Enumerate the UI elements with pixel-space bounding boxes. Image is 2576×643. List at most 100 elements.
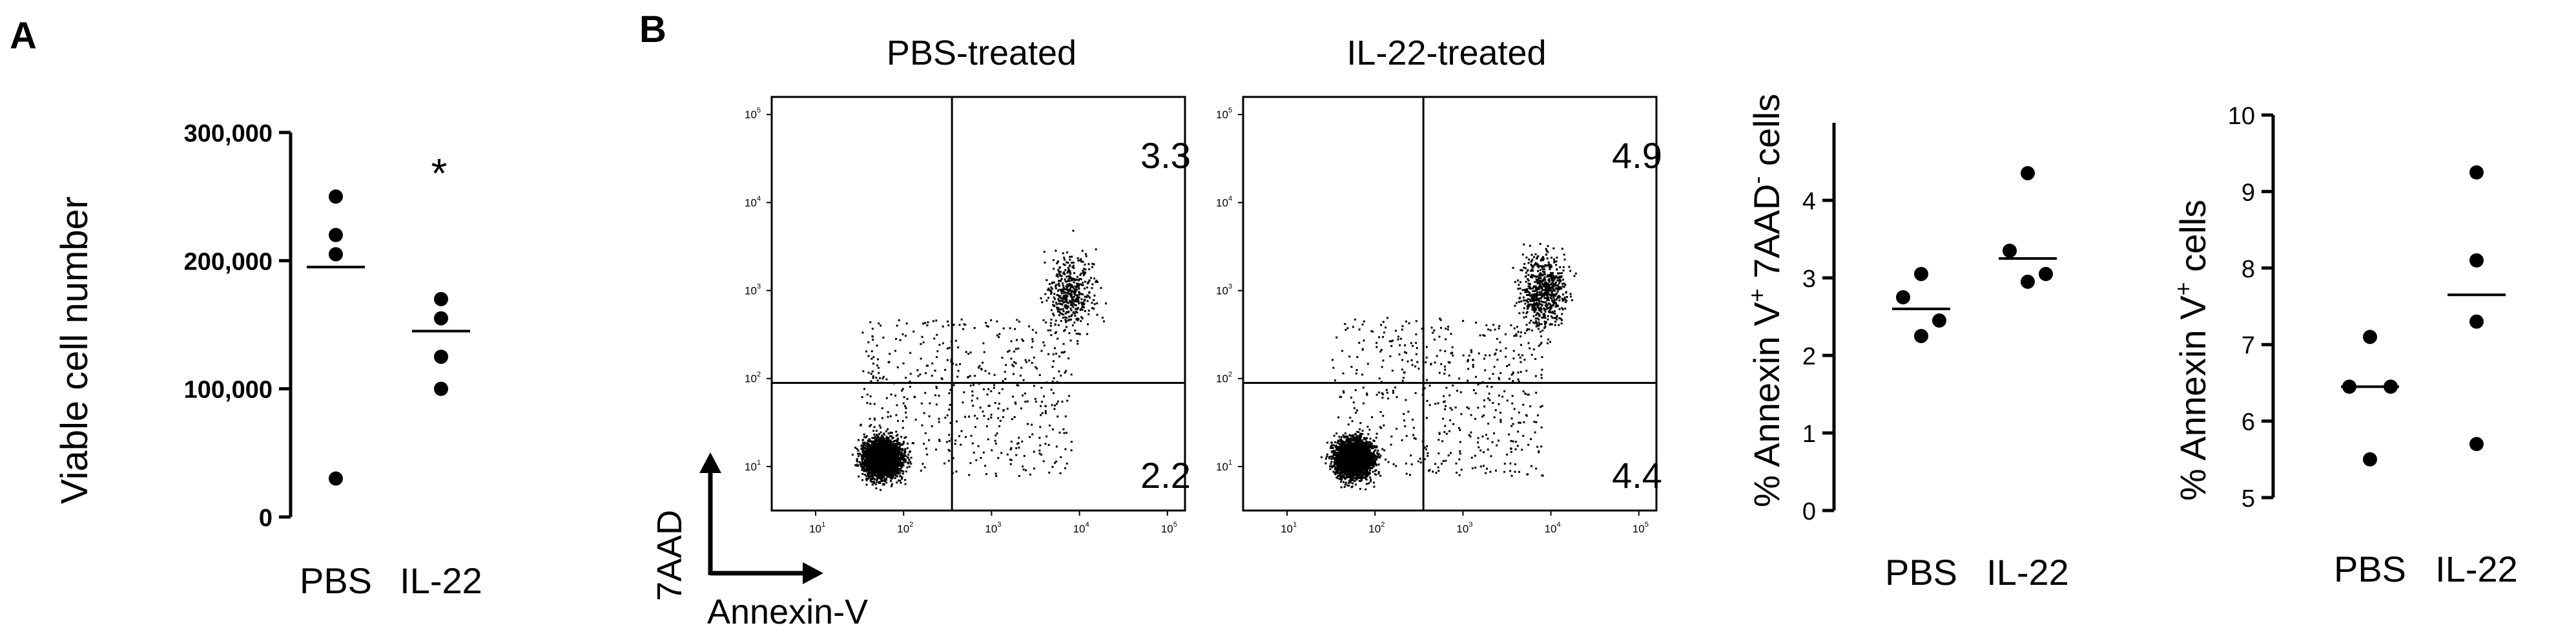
flow-event [1373, 465, 1376, 468]
flow-event [1062, 351, 1065, 353]
flow-event [1055, 274, 1058, 277]
flow-event [1100, 287, 1102, 290]
flow-event [881, 377, 884, 380]
flow-event [864, 461, 867, 464]
flow-event [864, 456, 867, 458]
flow-event [896, 466, 898, 469]
flow-event [1015, 348, 1017, 350]
flow-event [1087, 310, 1090, 312]
flow-event [887, 476, 889, 478]
flow-event [1354, 483, 1357, 486]
flow-event [884, 439, 887, 442]
flow-event [955, 363, 958, 366]
flow-event [1074, 315, 1077, 317]
flow-event [1076, 279, 1078, 281]
flow-event [860, 424, 862, 427]
flow-event [891, 462, 894, 465]
flow-event [1058, 270, 1060, 273]
flow-event [1071, 304, 1073, 307]
flow-event [896, 324, 898, 327]
flow-event [881, 407, 883, 410]
flow-event [1087, 313, 1090, 315]
flow-event [979, 406, 982, 409]
flow-event [872, 441, 875, 443]
flow-event [894, 337, 897, 340]
flow-event [1021, 440, 1024, 443]
flow-event [876, 479, 878, 481]
flow-event [861, 441, 864, 444]
flow-event [984, 370, 987, 372]
flow-event [889, 445, 891, 448]
flow-event [1080, 320, 1082, 322]
flow-event [1058, 431, 1061, 434]
flow-event [890, 465, 892, 468]
flow-event [858, 461, 861, 463]
flow-event [1365, 488, 1367, 490]
flow-event [869, 465, 872, 467]
flow-event [894, 394, 897, 397]
flow-event [880, 441, 882, 444]
flow-event [875, 456, 878, 459]
flow-event [917, 375, 920, 377]
flow-event [880, 436, 883, 439]
flow-event [1101, 317, 1104, 319]
flow-event [878, 372, 880, 374]
flow-event [869, 425, 871, 428]
flow-event [1055, 403, 1058, 405]
flow-event [909, 385, 911, 388]
flow-event [1064, 312, 1067, 315]
flow-event [1082, 269, 1084, 272]
flow-event [907, 442, 909, 445]
flow-event [1038, 449, 1041, 452]
flow-event [1078, 302, 1080, 304]
flow-event [868, 467, 871, 470]
flow-event [886, 439, 889, 441]
flow-event [926, 453, 929, 456]
flow-event [886, 473, 889, 476]
flow-event [868, 440, 871, 443]
flow-event [876, 445, 879, 447]
flow-event [948, 450, 951, 452]
flow-event [1061, 288, 1064, 291]
flow-event [994, 434, 997, 437]
flow-event [877, 454, 880, 457]
flow-event [1027, 423, 1029, 425]
flow-event [1053, 314, 1055, 317]
flow-event [1078, 278, 1081, 280]
flow-event [1005, 364, 1007, 366]
flow-event [870, 467, 872, 470]
flow-event [1077, 257, 1079, 260]
flow-event [891, 432, 893, 434]
flow-event [1078, 292, 1081, 295]
flow-event [1064, 300, 1067, 303]
flow-event [1071, 266, 1074, 268]
flow-event [873, 471, 876, 474]
flow-event [867, 439, 869, 442]
flow-event [1068, 277, 1071, 279]
flow-event [1063, 288, 1066, 290]
flow-event [894, 467, 896, 469]
flow-event [1018, 474, 1020, 477]
flow-event [870, 461, 872, 464]
flow-event [922, 341, 925, 344]
flow-event [867, 443, 869, 445]
flow-event [1059, 275, 1062, 277]
flow-event [886, 444, 889, 447]
flow-event [1080, 293, 1082, 295]
flow-event [1056, 260, 1059, 263]
flow-event [887, 465, 889, 467]
flow-event [880, 454, 882, 456]
flow-event [1016, 339, 1018, 341]
flow-event [1048, 471, 1051, 474]
flow-event [1068, 332, 1071, 335]
flow-event [873, 403, 876, 405]
flow-event [1063, 297, 1066, 300]
flow-event [1071, 277, 1074, 280]
flow-event [861, 439, 864, 441]
flow-event [885, 459, 888, 462]
panel-a-point-pbs [329, 471, 343, 486]
panel-a-ytick-label: 100,000 [184, 377, 273, 404]
panel-a-point-pbs [329, 227, 343, 242]
flow-event [892, 475, 894, 478]
flow-event [1056, 308, 1059, 310]
